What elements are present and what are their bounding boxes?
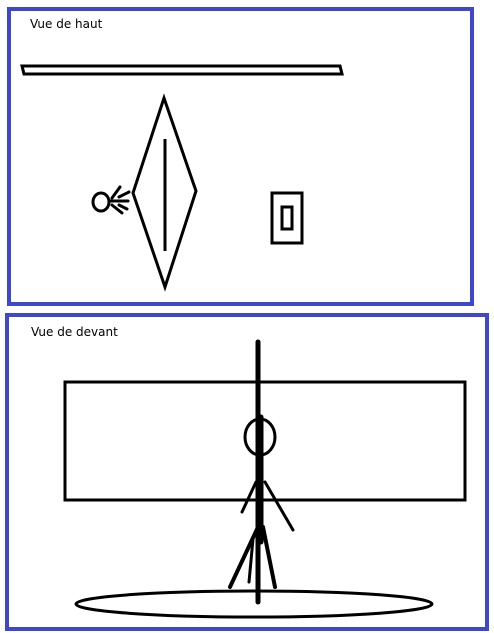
front-view-person: [228, 414, 295, 589]
top-view-box: [270, 191, 304, 245]
front-view-rectangle: [63, 380, 467, 502]
front-view-panel: Vue de devant: [5, 313, 489, 631]
front-view-label: Vue de devant: [31, 325, 118, 339]
front-view-drawing: [63, 339, 467, 619]
top-view-panel: Vue de haut: [7, 7, 474, 306]
top-view-diamond: [131, 93, 198, 292]
front-view-ground-ellipse: [74, 589, 434, 619]
top-view-drawing: [20, 64, 344, 292]
top-view-person: [91, 185, 131, 215]
top-view-bar: [20, 64, 344, 76]
top-view-label: Vue de haut: [30, 17, 103, 31]
